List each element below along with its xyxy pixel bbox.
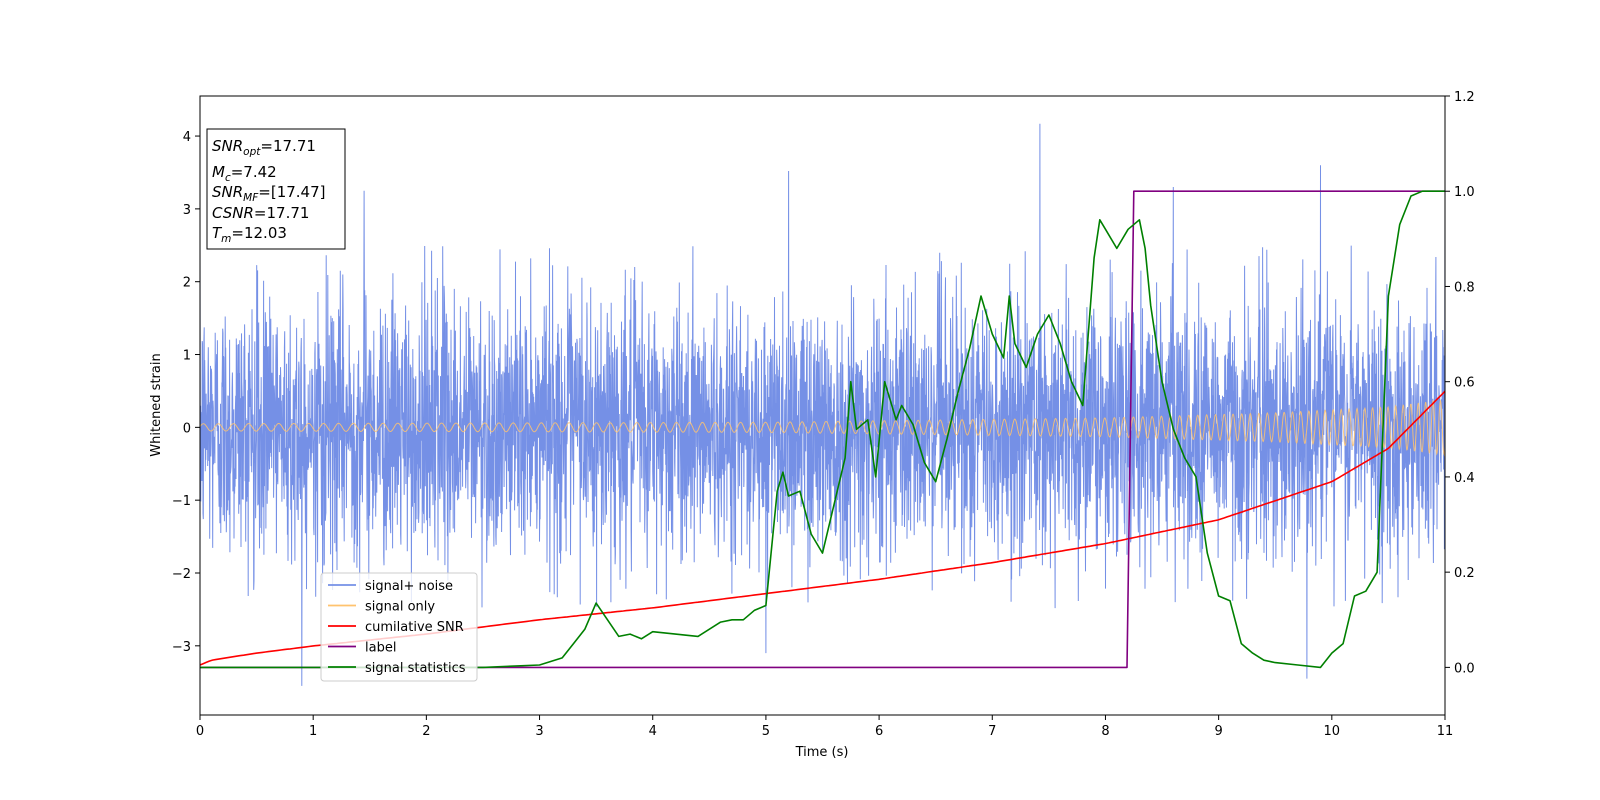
y-axis-label: Whitened strain: [149, 353, 164, 456]
series-signal-noise-line: [200, 123, 1445, 686]
x-tick-label: 5: [762, 724, 770, 739]
y-tick-label: −3: [172, 640, 191, 655]
legend: signal+ noise signal only cumilative SNR la…: [320, 572, 478, 682]
axes-layer: 0 1 2 3 4 5 6 7 8 9 10 11 −3 −2 −1 0 1 2 3 4 0.0 0.2 0.4 0.6 0.8…: [172, 90, 1475, 739]
legend-label: label: [365, 641, 396, 656]
legend-label: signal statistics: [365, 661, 466, 676]
series-label-line: [200, 190, 1445, 669]
y-tick-label: −1: [172, 494, 191, 509]
annotation-line: CSNR=17.71: [212, 204, 309, 222]
annotation-line: SNRopt=17.71: [212, 137, 316, 158]
x-tick-label: 4: [649, 724, 657, 739]
x-tick-label: 11: [1437, 724, 1454, 739]
x-tick-label: 1: [309, 724, 317, 739]
y2-tick-label: 1.2: [1454, 90, 1475, 105]
annotation-box: SNRopt=17.71 Mc=7.42SNRMF=[17.47]CSNR=17.…: [206, 128, 346, 250]
y-tick-label: 4: [183, 130, 191, 145]
y2-tick-label: 0.2: [1454, 566, 1475, 581]
annotation-line: Mc=7.42: [212, 163, 277, 184]
y2-tick-label: 0.4: [1454, 471, 1475, 486]
x-tick-label: 10: [1324, 724, 1341, 739]
y2-tick-label: 0.8: [1454, 280, 1475, 295]
series-signal-statistics-line: [200, 190, 1445, 669]
y2-tick-label: 0.6: [1454, 376, 1475, 391]
y-tick-label: −2: [172, 567, 191, 582]
y2-tick-label: 1.0: [1454, 185, 1475, 200]
x-tick-label: 6: [875, 724, 883, 739]
legend-frame: [320, 572, 478, 682]
y2-tick-label: 0.0: [1454, 661, 1475, 676]
x-axis-label: Time (s): [795, 745, 849, 760]
x-tick-label: 8: [1101, 724, 1109, 739]
series-signal-only-line: [200, 399, 1445, 457]
x-tick-label: 0: [196, 724, 204, 739]
x-tick-label: 7: [988, 724, 996, 739]
y-tick-label: 1: [183, 349, 191, 364]
legend-label: signal only: [365, 600, 435, 615]
y-tick-label: 2: [183, 276, 191, 291]
legend-label: cumilative SNR: [365, 620, 464, 635]
annotation-frame: [206, 128, 346, 250]
annotation-line: Tm=12.03: [212, 224, 287, 245]
x-tick-label: 2: [422, 724, 430, 739]
y-tick-label: 3: [183, 203, 191, 218]
x-tick-label: 3: [535, 724, 543, 739]
annotation-line: SNRMF=[17.47]: [212, 183, 326, 204]
plot-frame: [199, 95, 1446, 716]
x-tick-label: 9: [1214, 724, 1222, 739]
legend-label: signal+ noise: [365, 579, 453, 594]
y-tick-label: 0: [183, 421, 191, 436]
